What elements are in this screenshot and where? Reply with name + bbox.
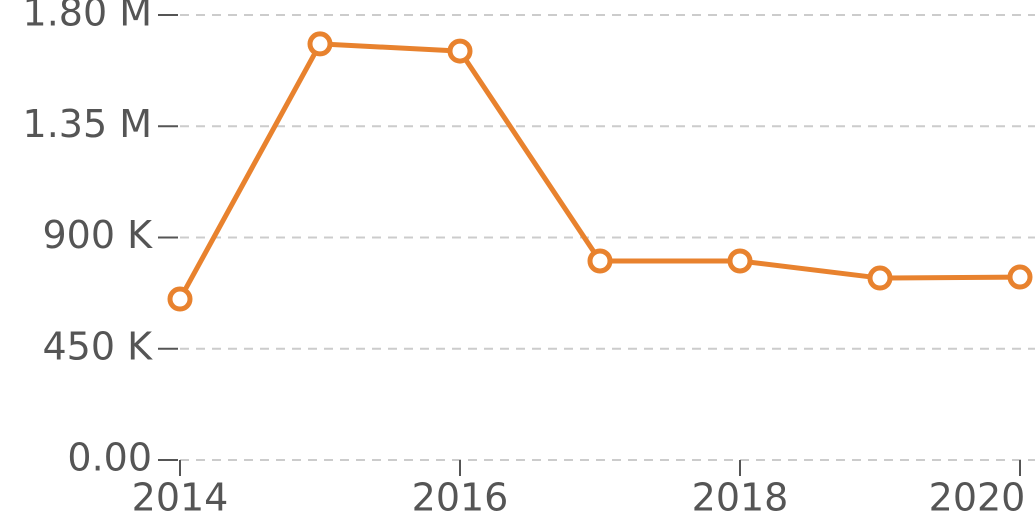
point bbox=[1007, 264, 1033, 290]
point bbox=[867, 265, 893, 291]
point bbox=[447, 38, 473, 64]
point bbox=[727, 248, 753, 274]
x-tick-label: 2020 bbox=[929, 476, 1026, 520]
y-tick-label: 450 K bbox=[42, 324, 153, 368]
point bbox=[167, 286, 193, 312]
x-tick-label: 2014 bbox=[132, 476, 229, 520]
x-tick-label: 2018 bbox=[692, 476, 789, 520]
y-tick-label: 1.80 M bbox=[23, 0, 152, 35]
y-tick-label: 1.35 M bbox=[23, 102, 152, 146]
x-tick-label: 2016 bbox=[412, 476, 509, 520]
y-tick-label: 900 K bbox=[42, 213, 153, 257]
point bbox=[307, 31, 333, 57]
point bbox=[587, 248, 613, 274]
y-tick-label: 0.00 bbox=[67, 436, 152, 480]
